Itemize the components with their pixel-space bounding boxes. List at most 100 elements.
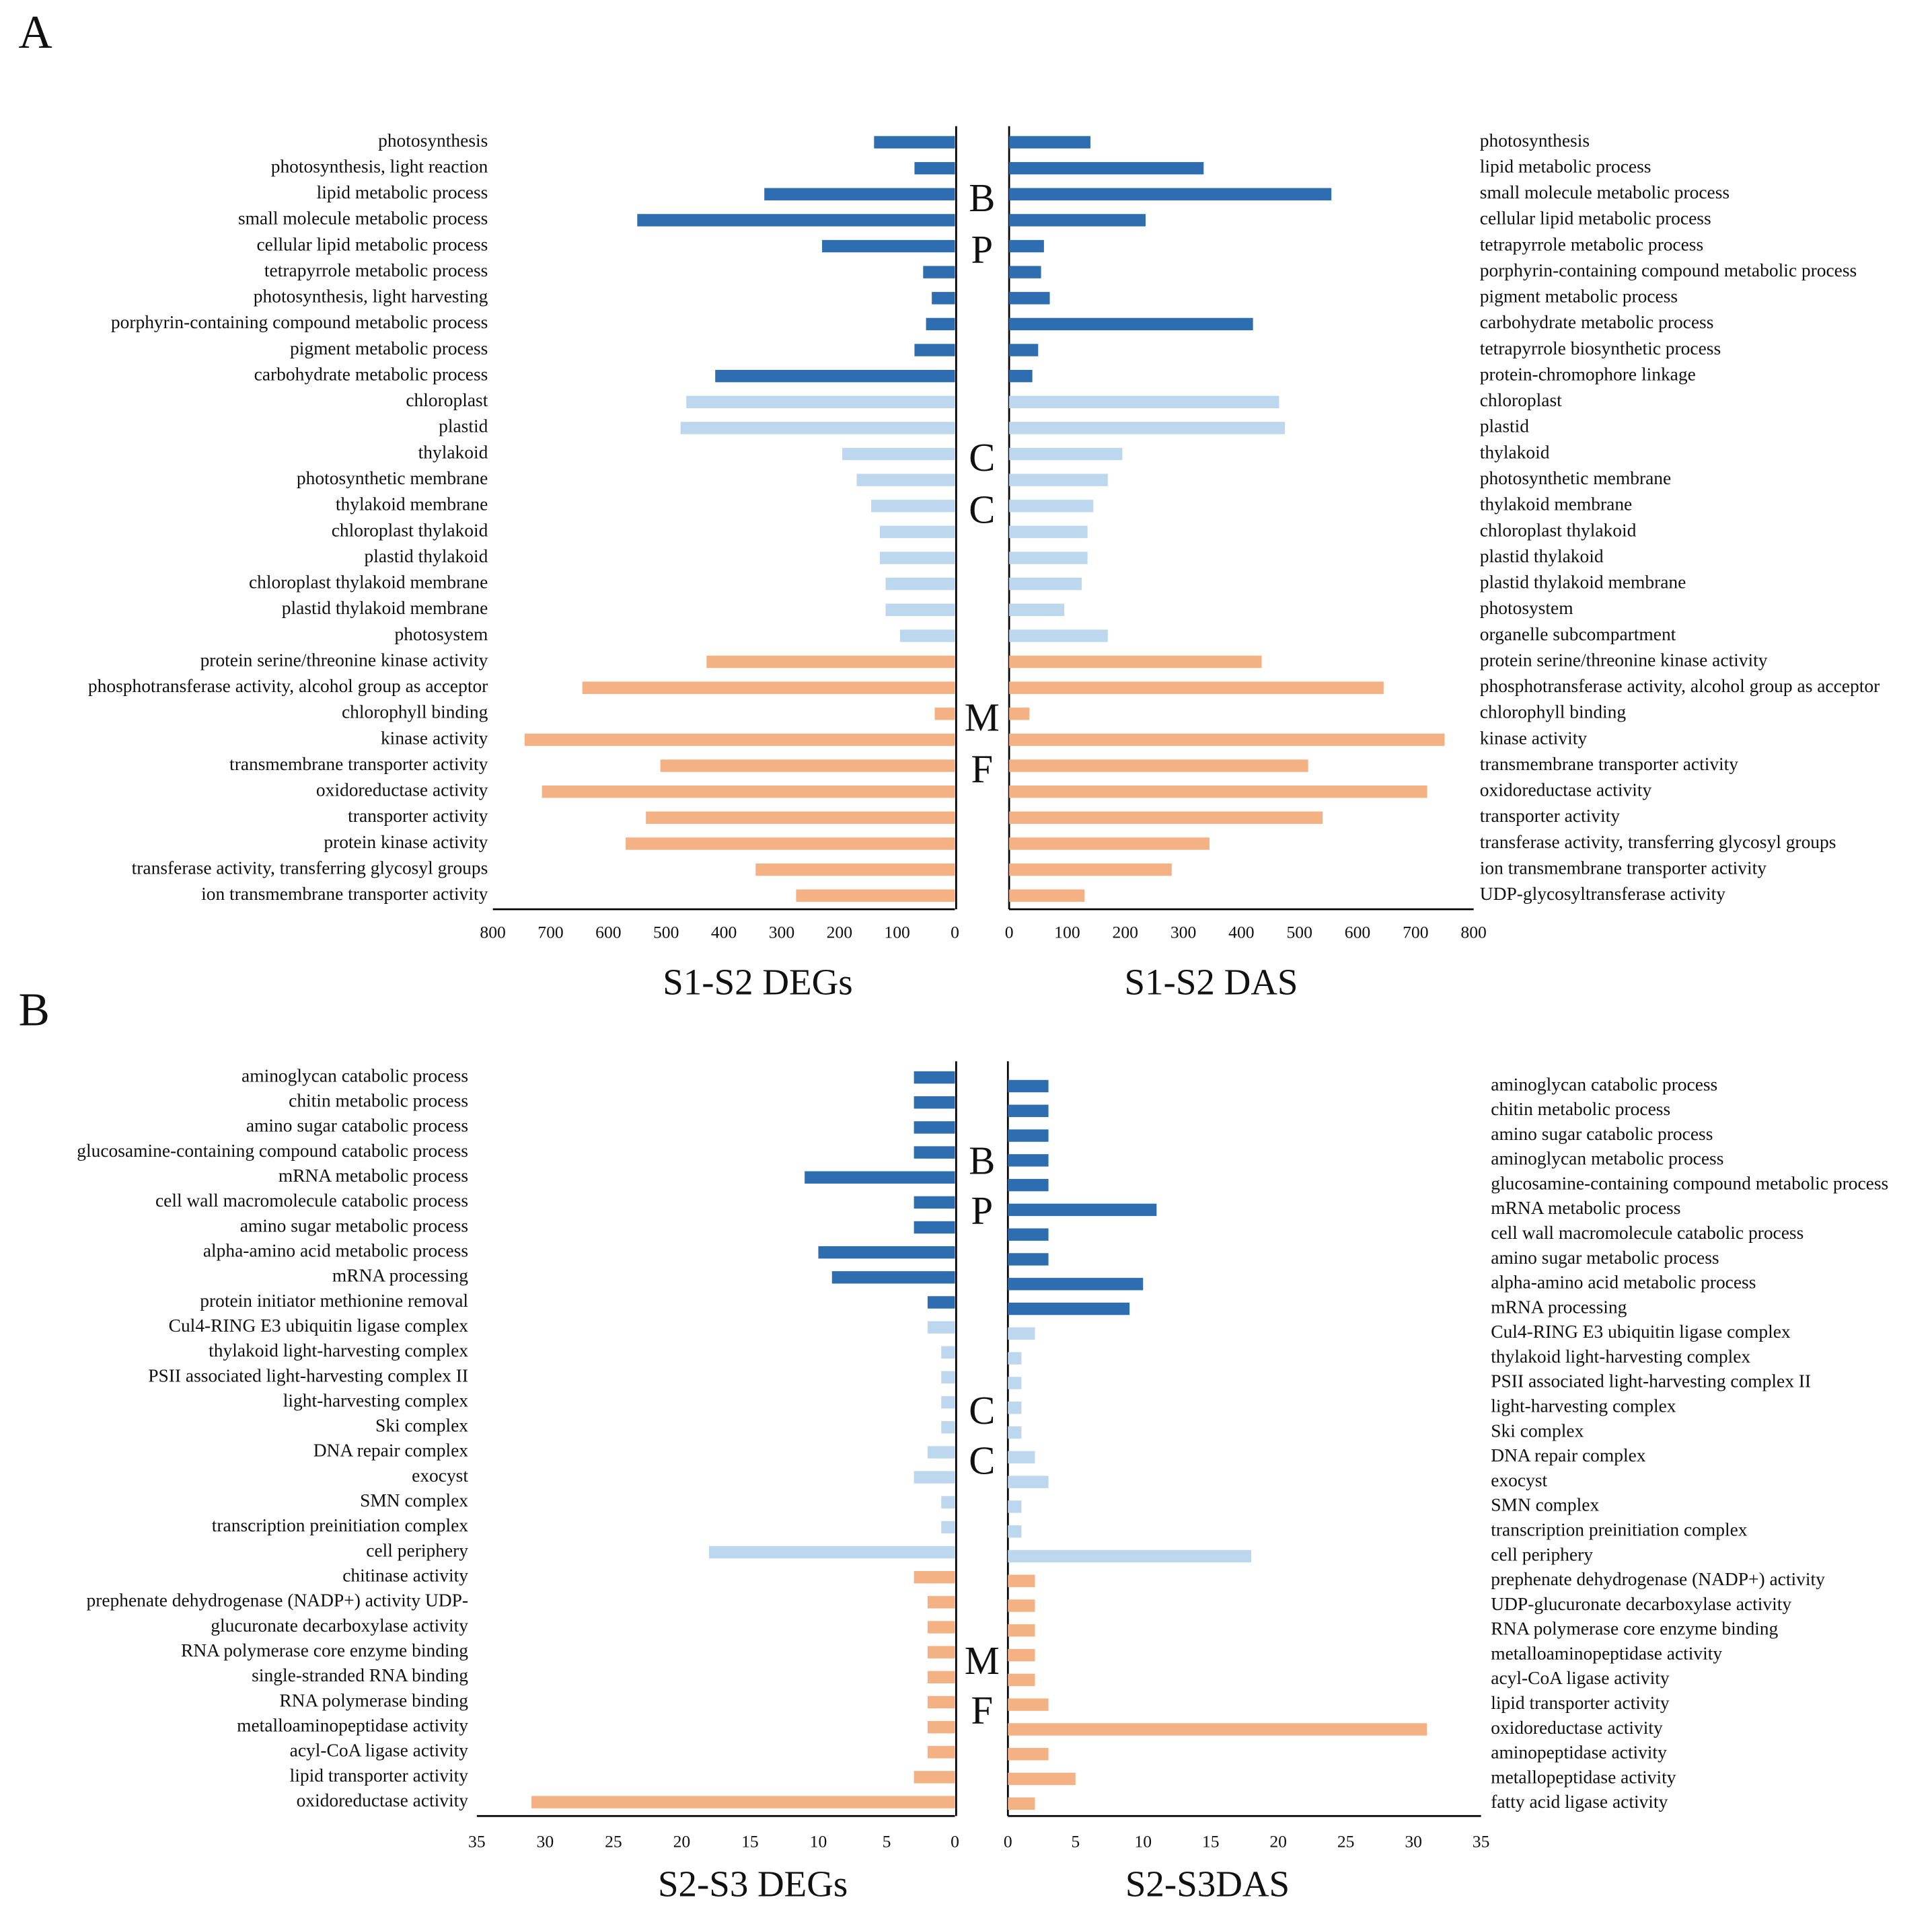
bar: [1008, 1525, 1022, 1538]
bar: [1009, 786, 1427, 798]
bar: [1009, 811, 1323, 825]
category-label: light-harvesting complex: [1491, 1395, 1676, 1416]
bar: [706, 655, 955, 668]
bar: [715, 369, 955, 383]
bar: [1008, 1079, 1049, 1093]
category-label: photosystem: [394, 623, 488, 644]
category-label: DNA repair complex: [1491, 1445, 1646, 1465]
x-tick-label: 600: [1345, 923, 1370, 942]
bar: [941, 1346, 955, 1359]
category-label: cellular lipid metabolic process: [256, 233, 488, 254]
category-label: chloroplast thylakoid membrane: [249, 571, 488, 592]
x-tick-label: 15: [1202, 1832, 1220, 1851]
bar: [1008, 1377, 1022, 1389]
bar: [1009, 161, 1204, 175]
bar: [1008, 1451, 1035, 1463]
chart-title: S2-S3DAS: [1125, 1863, 1290, 1904]
x-tick-label: 100: [1054, 923, 1080, 942]
bar: [1009, 577, 1082, 590]
x-tick-label: 5: [883, 1832, 891, 1851]
category-label: amino sugar catabolic process: [1491, 1123, 1713, 1144]
category-label: protein initiator methionine removal: [200, 1290, 468, 1311]
category-label: plastid thylakoid: [365, 545, 488, 566]
bar: [1009, 500, 1094, 512]
category-label: oxidoreductase activity: [297, 1790, 469, 1810]
bar: [1009, 317, 1253, 331]
category-label: mRNA processing: [1491, 1296, 1627, 1317]
bar: [796, 889, 955, 902]
category-label: cell periphery: [366, 1539, 468, 1560]
bar: [637, 214, 955, 227]
category-label: chloroplast thylakoid: [1480, 519, 1637, 540]
category-label: thylakoid: [418, 441, 488, 462]
bar: [818, 1246, 955, 1259]
bar: [1009, 136, 1090, 149]
x-tick-label: 100: [884, 923, 909, 942]
x-tick-label: 10: [1134, 1832, 1152, 1851]
bar: [927, 1720, 955, 1734]
bar: [1008, 1203, 1157, 1217]
x-tick-label: 800: [1460, 923, 1486, 942]
chart-title: S1-S2 DAS: [1125, 962, 1298, 1003]
bar: [914, 1471, 955, 1484]
category-label: thylakoid: [1480, 441, 1550, 462]
bar: [1009, 889, 1085, 902]
category-label: SMN complex: [360, 1490, 468, 1511]
bar: [879, 525, 955, 539]
bar: [1009, 214, 1146, 227]
category-label: phosphotransferase activity, alcohol gro…: [88, 675, 488, 696]
category-label: pigment metabolic process: [1480, 286, 1678, 307]
category-label: exocyst: [1491, 1469, 1547, 1490]
category-label: prephenate dehydrogenase (NADP+) activit…: [1491, 1568, 1825, 1589]
category-label: alpha-amino acid metabolic process: [1491, 1272, 1756, 1293]
category-label: SMN complex: [1491, 1494, 1599, 1515]
bar: [879, 551, 955, 564]
bar: [1009, 239, 1044, 253]
category-label: transcription preinitiation complex: [212, 1515, 468, 1535]
group-label: C: [969, 1439, 995, 1482]
category-label: fatty acid ligase activity: [1491, 1791, 1668, 1812]
bar: [914, 1071, 955, 1084]
bar: [1009, 863, 1172, 876]
category-label: oxidoreductase activity: [1480, 779, 1652, 800]
bar: [923, 266, 955, 278]
bar: [941, 1396, 955, 1409]
category-label: exocyst: [412, 1465, 468, 1486]
bar: [1008, 1797, 1035, 1810]
bar: [1008, 1673, 1035, 1687]
category-label: RNA polymerase core enzyme binding: [1491, 1618, 1778, 1639]
bar: [1009, 395, 1279, 408]
category-label: mRNA processing: [332, 1265, 468, 1286]
bar: [1008, 1104, 1049, 1117]
bar: [1008, 1723, 1427, 1736]
bar: [874, 136, 955, 149]
category-label: porphyrin-containing compound metabolic …: [1480, 260, 1857, 280]
category-label: aminoglycan catabolic process: [1491, 1073, 1717, 1094]
category-label: protein kinase activity: [324, 831, 488, 852]
category-label: alpha-amino acid metabolic process: [203, 1239, 468, 1260]
group-label: M: [965, 695, 1000, 739]
category-label: protein serine/threonine kinase activity: [1480, 649, 1768, 670]
category-label: Ski complex: [375, 1415, 468, 1436]
bar: [1008, 1253, 1049, 1266]
x-tick-label: 300: [769, 923, 794, 942]
bar: [941, 1521, 955, 1534]
bar: [1009, 369, 1033, 383]
category-label: lipid transporter activity: [290, 1765, 469, 1786]
category-label: cell periphery: [1491, 1543, 1593, 1564]
category-label: photosynthesis: [378, 130, 488, 151]
group-label: C: [969, 488, 995, 531]
chart-title: S1-S2 DEGs: [663, 962, 852, 1003]
category-label: chitin metabolic process: [1491, 1098, 1670, 1119]
category-label: glucosamine-containing compound metaboli…: [1491, 1172, 1888, 1193]
category-label: oxidoreductase activity: [1491, 1717, 1663, 1738]
bar: [856, 473, 955, 486]
bar: [1008, 1698, 1049, 1711]
category-label: tetrapyrrole metabolic process: [264, 260, 488, 280]
bar: [941, 1371, 955, 1384]
bar: [914, 1571, 955, 1584]
bar: [709, 1545, 955, 1559]
bar: [934, 708, 955, 720]
category-label: lipid transporter activity: [1491, 1692, 1670, 1713]
category-label: carbohydrate metabolic process: [254, 363, 488, 384]
